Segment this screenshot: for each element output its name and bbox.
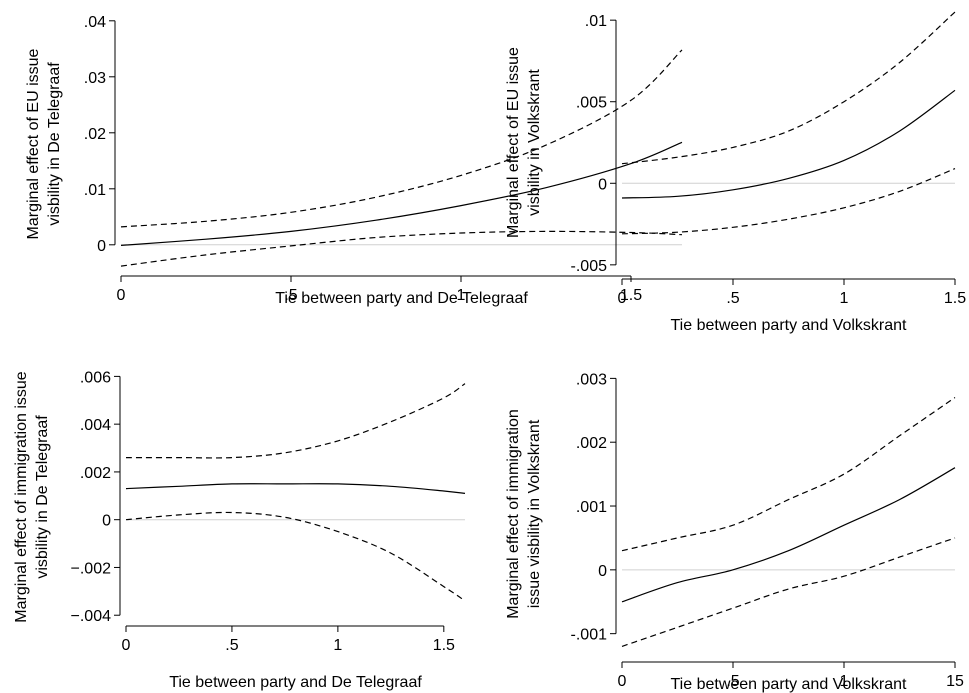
y-tick-label: .006 [80, 369, 111, 386]
y-axis-title-line-2: visbility in De Telegraaf [46, 62, 63, 226]
y-tick-label: .002 [576, 435, 607, 452]
y-tick-label: .001 [576, 499, 607, 516]
estimate-line [120, 141, 683, 246]
upper-ci-line [126, 383, 466, 459]
y-tick-label: .004 [80, 417, 111, 434]
panel-immigration-volkskrant: Tie between party and Volkskrant Margina… [505, 371, 964, 693]
x-tick-label: 1.5 [433, 637, 455, 654]
y-tick-label: −.004 [71, 608, 112, 625]
lower-ci-line [125, 511, 466, 602]
y-tick-label: −.002 [71, 560, 112, 577]
x-tick-label: 1 [840, 290, 849, 307]
x-tick-label: 15 [946, 673, 964, 690]
upper-ci-line [621, 11, 956, 165]
y-tick-label: .01 [84, 182, 106, 199]
panel-eu-telegraaf: Tie between party and De Telegraaf Margi… [25, 14, 683, 307]
y-tick-label: 0 [97, 238, 106, 255]
panel-immigration-telegraaf: Tie between party and De Telegraaf Margi… [13, 369, 466, 691]
estimate-line [621, 89, 956, 199]
y-axis-title-line-2: issue visbility in Volkskrant [526, 419, 543, 608]
y-tick-label: .01 [585, 13, 607, 30]
y-axis-title-line-1: Marginal effect of EU issue [505, 47, 522, 238]
y-tick-label: .003 [576, 371, 607, 388]
estimate-line [125, 483, 466, 494]
x-tick-label: .5 [284, 287, 297, 304]
x-tick-label: 1.5 [620, 287, 642, 304]
y-axis-title-line-1: Marginal effect of immigration issue [13, 371, 30, 622]
lower-ci-line [621, 537, 956, 647]
y-tick-label: .02 [84, 126, 106, 143]
x-tick-label: 1 [457, 287, 466, 304]
y-tick-label: -.001 [571, 627, 608, 644]
x-tick-label: 1 [333, 637, 342, 654]
y-axis-title-line-1: Marginal effect of EU issue [25, 48, 42, 239]
y-tick-label: .005 [576, 95, 607, 112]
y-tick-label: .002 [80, 465, 111, 482]
upper-ci-line [120, 49, 683, 228]
x-axis-title: Tie between party and Volkskrant [671, 317, 908, 334]
x-tick-label: 0 [618, 673, 627, 690]
y-tick-label: 0 [598, 563, 607, 580]
x-tick-label: 0 [117, 287, 126, 304]
y-tick-label: .03 [84, 70, 106, 87]
x-axis-title: Tie between party and Volkskrant [671, 676, 908, 693]
y-axis-title-line-2: visbility in Volkskrant [526, 69, 543, 216]
panel-eu-volkskrant: Tie between party and Volkskrant Margina… [505, 11, 966, 334]
x-tick-label: .5 [726, 673, 739, 690]
y-tick-label: 0 [598, 176, 607, 193]
x-tick-label: .5 [726, 290, 739, 307]
estimate-line [621, 467, 956, 603]
lower-ci-line [621, 168, 956, 235]
x-tick-label: .5 [225, 637, 238, 654]
x-axis-title: Tie between party and De Telegraaf [169, 674, 422, 691]
x-axis-title: Tie between party and De Telegraaf [275, 290, 528, 307]
y-axis-title-line-2: visbility in De Telegraaf [34, 415, 51, 579]
upper-ci-line [621, 397, 956, 552]
y-tick-label: .04 [84, 14, 106, 31]
x-tick-label: 0 [122, 637, 131, 654]
x-tick-label: 1.5 [944, 290, 966, 307]
y-tick-label: 0 [102, 513, 111, 530]
x-tick-label: 0 [618, 290, 627, 307]
x-tick-label: 1 [840, 673, 849, 690]
lower-ci-line [120, 230, 683, 267]
y-tick-label: -.005 [571, 258, 608, 275]
y-axis-title-line-1: Marginal effect of immigration [505, 409, 522, 619]
